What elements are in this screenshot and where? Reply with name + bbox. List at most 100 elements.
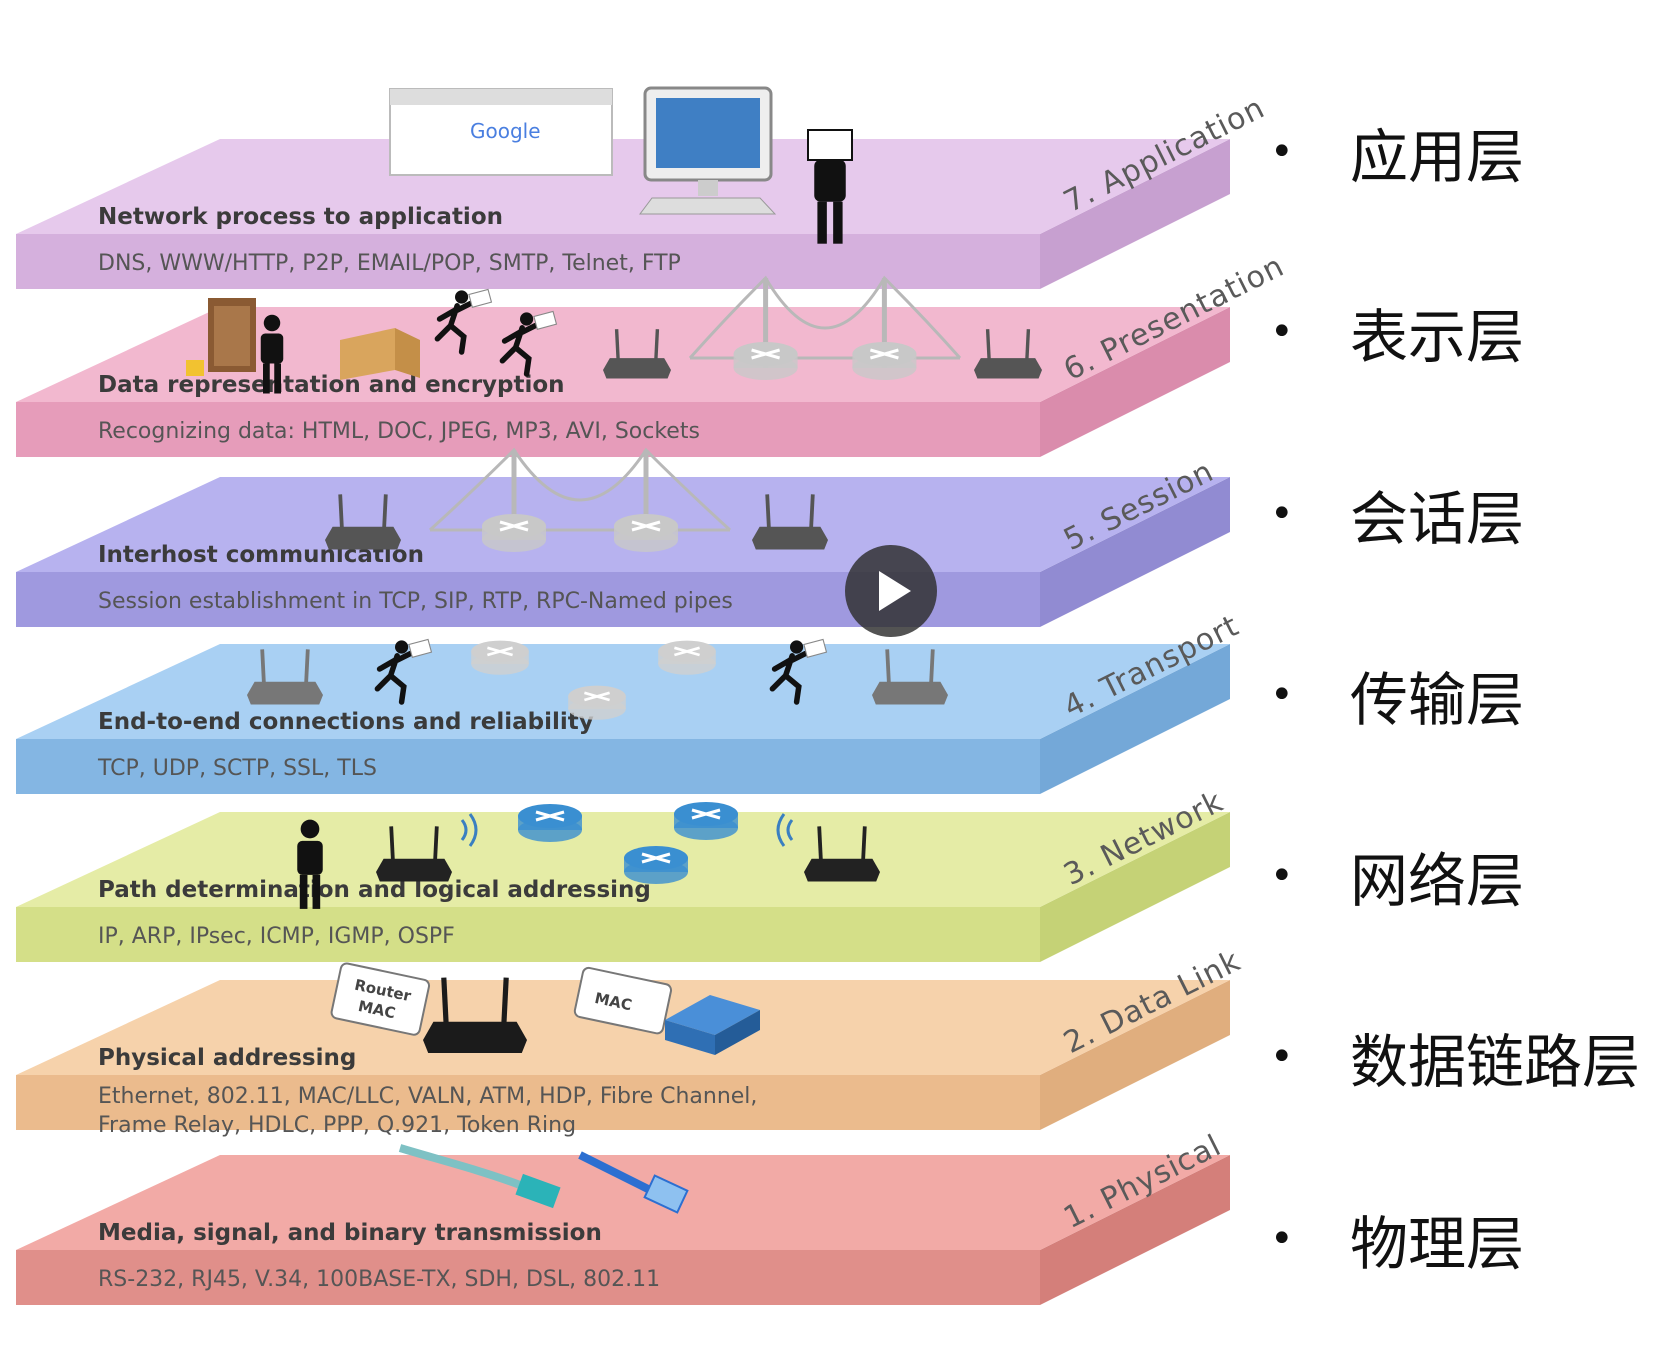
layer-description: Network process to application [98,204,503,230]
cn-layer-label: 物理层 [1350,1210,1525,1278]
cn-layer-label: 网络层 [1350,847,1525,915]
router-icon [974,329,1042,379]
bullet-icon: • [1270,853,1294,899]
play-button[interactable] [845,545,937,637]
layer-protocols: IP, ARP, IPsec, ICMP, IGMP, OSPF [98,924,455,949]
layer-front-face [16,907,1040,962]
layer-description: Path determination and logical addressin… [98,877,651,903]
cn-layer-label: 表示层 [1350,303,1525,371]
router-disc-icon [482,514,546,552]
cn-layer-label: 应用层 [1350,123,1525,191]
fiber-cable-icon [398,1144,522,1189]
router-disc-icon [852,342,917,380]
cabinet-icon [208,298,256,372]
layer-side-face [1040,980,1230,1130]
router-icon [752,494,828,550]
router-disc-icon [733,342,798,380]
layer-description: Media, signal, and binary transmission [98,1220,602,1246]
layer-protocols: TCP, UDP, SCTP, SSL, TLS [97,756,377,781]
cn-layer-item: • 表示层 [1270,292,1524,372]
running-person-icon [499,310,558,377]
padlock-icon [186,360,204,376]
layer-top-face [16,980,1230,1075]
running-person-icon [374,638,433,705]
layer-front-face [16,1250,1040,1305]
layer-front-face [16,739,1040,794]
blue-router-icon [624,846,688,884]
envelope-icon [807,129,853,161]
switch-icon [665,995,760,1055]
router-disc-icon [471,640,529,675]
router-icon [872,649,948,705]
bullet-icon: • [1270,129,1294,175]
cn-layer-label: 传输层 [1350,666,1525,734]
bridge-icon [428,447,732,552]
browser-window-icon: Google [389,88,613,176]
layer-front-face [16,234,1040,289]
bullet-icon: • [1270,309,1294,355]
layer-top-face [16,644,1230,739]
layer-side-face [1040,477,1230,627]
layer-description: Physical addressing [98,1045,356,1071]
layer-side-face [1040,307,1230,457]
running-person-icon [769,638,828,705]
bullet-icon: • [1270,491,1294,537]
router-icon [325,494,401,550]
wifi-signal-icon [460,813,478,847]
person-icon [260,314,284,394]
cn-layer-item: • 应用层 [1270,112,1524,192]
layer-side-face [1040,1155,1230,1305]
cn-layer-item: • 物理层 [1270,1199,1524,1279]
ethernet-cable-icon [578,1151,652,1194]
layer-protocols: Session establishment in TCP, SIP, RTP, … [98,589,733,614]
wifi-router-icon [376,826,452,882]
wifi-signal-icon [776,813,794,847]
wifi-router-icon [423,977,527,1053]
layer-description: Data representation and encryption [98,372,565,398]
box-icon [340,328,420,380]
cn-layer-item: • 数据链路层 [1270,1017,1640,1097]
blue-router-icon [674,802,738,840]
cn-layer-label: 数据链路层 [1350,1028,1641,1096]
google-logo: Google [470,119,541,143]
layer-protocols: Recognizing data: HTML, DOC, JPEG, MP3, … [98,419,700,444]
mac-tag: MAC [573,966,673,1035]
fiber-connector-icon [515,1173,561,1209]
rj45-connector-icon [643,1174,689,1214]
layer-protocols: RS-232, RJ45, V.34, 100BASE-TX, SDH, DSL… [98,1267,660,1292]
router-disc-icon [568,685,626,720]
layer-side-face [1040,812,1230,962]
layer-protocols: DNS, WWW/HTTP, P2P, EMAIL/POP, SMTP, Tel… [98,251,681,276]
layer-side-face [1040,644,1230,794]
layer-description: End-to-end connections and reliability [98,709,594,735]
router-disc-icon [658,640,716,675]
person-with-flag-icon [297,819,323,909]
computer-icon [639,86,777,215]
layer-top-face [16,139,1230,234]
cn-layer-item: • 会话层 [1270,474,1524,554]
play-icon [879,571,911,611]
cn-layer-label: 会话层 [1350,485,1525,553]
layer-front-face [16,402,1040,457]
layer-top-face [16,307,1230,402]
cn-layer-item: • 传输层 [1270,655,1524,735]
bullet-icon: • [1270,1216,1294,1262]
bullet-icon: • [1270,1034,1294,1080]
layer-protocols: Frame Relay, HDLC, PPP, Q.921, Token Rin… [98,1113,576,1138]
layer-top-face [16,1155,1230,1250]
bullet-icon: • [1270,672,1294,718]
running-person-icon [434,288,493,355]
router-icon [247,649,323,705]
cn-layer-item: • 网络层 [1270,836,1524,916]
router-icon [603,329,671,379]
layer-protocols: Ethernet, 802.11, MAC/LLC, VALN, ATM, HD… [98,1084,757,1109]
